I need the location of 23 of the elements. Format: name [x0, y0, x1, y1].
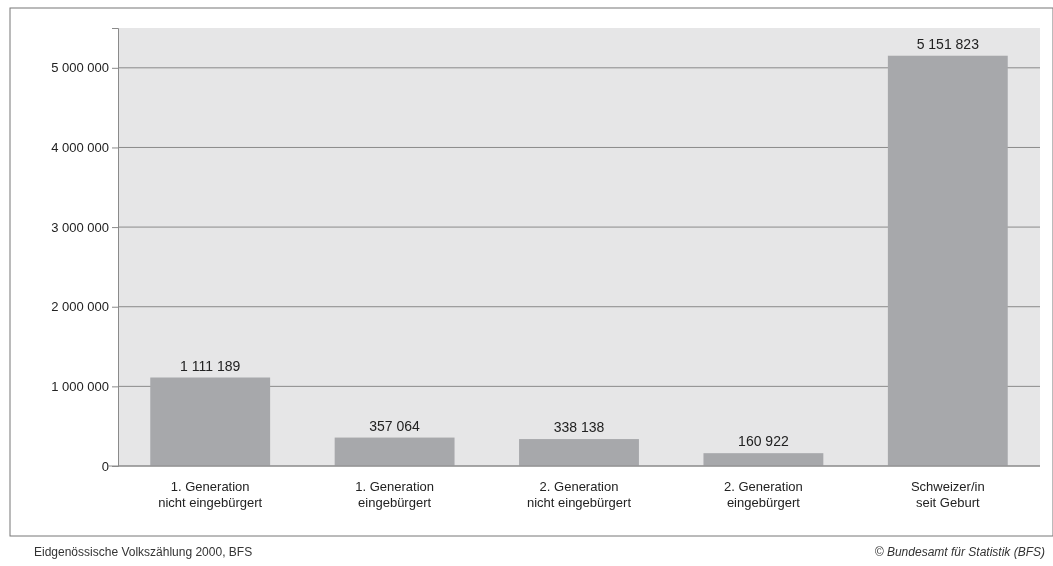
- data-label: 1 111 189: [180, 357, 241, 374]
- bar: [150, 377, 271, 466]
- x-tick-label: 2. Generation eingebürgert: [724, 479, 803, 510]
- bar: [334, 437, 455, 466]
- bar: [887, 55, 1008, 466]
- data-label: 160 922: [738, 433, 789, 450]
- bar: [703, 453, 824, 466]
- y-tick-label: 1 000 000: [51, 379, 109, 395]
- y-tick-label: 0: [101, 458, 109, 474]
- y-tick-label: 2 000 000: [51, 299, 109, 315]
- data-label: 338 138: [553, 419, 605, 436]
- data-label: 5 151 823: [916, 35, 980, 52]
- x-tick-label: 2. Generation nicht eingebürgert: [526, 479, 632, 510]
- x-tick-label: 1. Generation nicht eingebürgert: [158, 479, 263, 510]
- text: Eidgenössische Volkszählung 2000, BFS: [34, 545, 253, 559]
- x-tick-label: 1. Generation eingebürgert: [355, 479, 434, 510]
- data-label: 357 064: [369, 417, 421, 434]
- y-tick-label: 4 000 000: [51, 140, 109, 156]
- bar: [519, 439, 639, 466]
- x-tick-label: Schweizer/in seit Geburt: [910, 479, 985, 510]
- text: © Bundesamt für Statistik (BFS): [874, 545, 1045, 559]
- y-tick-label: 5 000 000: [51, 60, 109, 76]
- y-tick-label: 3 000 000: [51, 219, 109, 235]
